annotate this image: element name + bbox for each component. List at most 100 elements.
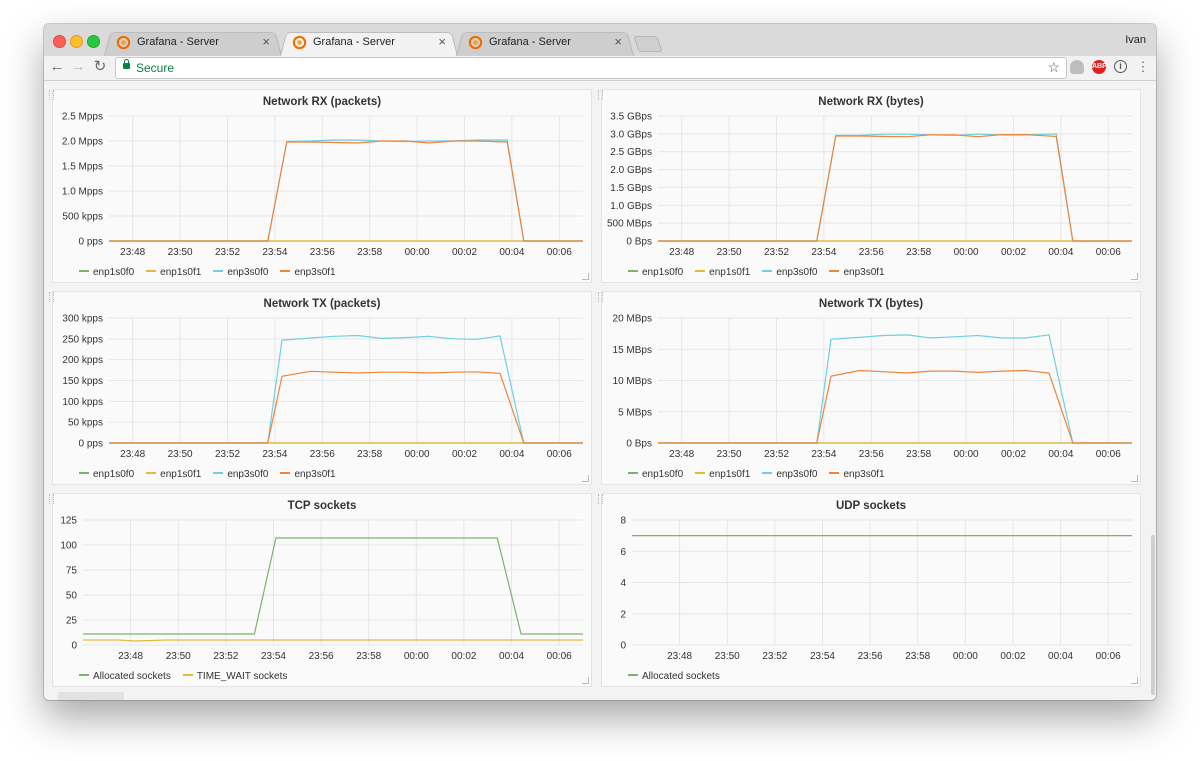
window-zoom-button[interactable] [87,35,100,48]
legend-item-enp1s0f0[interactable]: enp1s0f0 [79,267,134,278]
x-tick-label: 23:52 [215,449,240,460]
legend-swatch [146,270,157,273]
drag-handle-icon[interactable] [598,494,603,504]
legend-label: enp3s0f1 [843,469,885,480]
y-tick-label: 125 [60,516,77,527]
legend-item-enp3s0f1[interactable]: enp3s0f1 [280,469,336,480]
star-icon[interactable]: ☆ [1047,59,1060,75]
drag-handle-icon[interactable] [49,494,54,504]
legend-item-enp1s0f1[interactable]: enp1s0f1 [695,469,750,480]
window-minimize-button[interactable] [70,35,83,48]
y-tick-label: 1.0 Mpps [62,187,103,198]
drag-handle-icon[interactable] [49,292,54,302]
close-tab-icon[interactable]: × [438,34,446,49]
legend-item-enp3s0f0[interactable]: enp3s0f0 [213,469,268,480]
legend-item-enp3s0f1[interactable]: enp3s0f1 [829,267,885,278]
resize-handle-icon[interactable] [1131,677,1138,684]
y-tick-label: 0 pps [79,439,103,450]
new-tab-button[interactable] [633,36,663,52]
panel-title[interactable]: Network TX (bytes) [818,298,924,310]
legend-item-enp3s0f0[interactable]: enp3s0f0 [762,267,817,278]
x-tick-label: 00:04 [499,449,524,460]
resize-handle-icon[interactable] [582,475,589,482]
chart-svg: 0 pps 500 kpps 1.0 Mpps 1.5 Mpps 2.0 Mpps 2.5… [62,112,583,258]
resize-handle-icon[interactable] [1131,475,1138,482]
panel-title[interactable]: TCP sockets [287,500,357,512]
x-tick-label: 23:58 [906,247,931,258]
window-close-button[interactable] [53,35,66,48]
page-scrollbar[interactable] [1151,535,1155,695]
legend-swatch [213,472,224,475]
x-tick-label: 23:52 [764,247,789,258]
legend-item-allocated-sockets[interactable]: Allocated sockets [628,671,720,682]
browser-tab-2[interactable]: Grafana - Server × [280,30,458,56]
browser-tab-3[interactable]: Grafana - Server × [456,30,634,56]
panel-title[interactable]: Network RX (packets) [262,96,382,108]
resize-handle-icon[interactable] [582,273,589,280]
y-tick-label: 500 kpps [62,212,103,223]
adblock-icon[interactable]: ABP [1092,60,1107,74]
drag-handle-icon[interactable] [49,90,54,100]
close-tab-icon[interactable]: × [614,34,622,49]
chart-legend: enp1s0f0 enp1s0f1 enp3s0f0 enp3s0f1 [79,469,348,480]
x-tick-label: 00:02 [1000,651,1025,662]
panel-title[interactable]: Network TX (packets) [263,298,381,310]
drag-handle-icon[interactable] [598,90,603,100]
legend-label: enp1s0f0 [93,267,135,278]
resize-handle-icon[interactable] [582,677,589,684]
legend-swatch [280,472,291,475]
y-tick-label: 0 [71,641,77,652]
back-arrow-icon[interactable]: ← [49,58,65,75]
x-tick-label: 00:02 [452,247,477,258]
browser-tab-1[interactable]: Grafana - Server × [104,30,282,56]
cloud-extension-icon[interactable] [1070,60,1084,74]
x-tick-label: 00:06 [547,247,572,258]
forward-arrow-icon[interactable]: → [70,58,86,75]
profile-name[interactable]: Ivan [1125,34,1146,46]
x-tick-label: 23:58 [356,651,381,662]
legend-swatch [280,270,291,273]
y-tick-label: 300 kpps [62,314,103,325]
x-tick-label: 23:50 [717,247,742,258]
address-bar[interactable]: Secure ☆ [115,57,1067,79]
close-tab-icon[interactable]: × [262,34,270,49]
info-icon[interactable]: i [1114,60,1127,73]
legend-item-enp1s0f0[interactable]: enp1s0f0 [628,469,683,480]
row-collapse-hint[interactable] [58,692,124,700]
legend-swatch [695,472,706,475]
x-tick-label: 23:56 [310,247,335,258]
x-tick-label: 00:00 [405,247,430,258]
reload-icon[interactable]: ↻ [93,58,107,75]
legend-label: enp1s0f0 [642,469,684,480]
legend-item-enp3s0f0[interactable]: enp3s0f0 [762,469,817,480]
legend-item-enp3s0f1[interactable]: enp3s0f1 [280,267,336,278]
x-tick-label: 23:58 [357,449,382,460]
legend-item-enp1s0f1[interactable]: enp1s0f1 [146,267,201,278]
legend-swatch [628,674,638,677]
x-tick-label: 23:48 [120,247,145,258]
y-tick-label: 1.0 GBps [610,201,652,212]
legend-item-time-wait-sockets[interactable]: TIME_WAIT sockets [182,671,287,682]
y-tick-label: 50 kpps [68,418,103,429]
legend-item-allocated-sockets[interactable]: Allocated sockets [79,671,171,682]
panel-title[interactable]: Network RX (bytes) [818,96,924,108]
resize-handle-icon[interactable] [1131,273,1138,280]
x-tick-label: 23:54 [811,449,836,460]
panel-title[interactable]: UDP sockets [835,500,907,512]
legend-label: enp3s0f1 [843,267,885,278]
legend-item-enp1s0f1[interactable]: enp1s0f1 [695,267,750,278]
menu-icon[interactable]: ⋮ [1136,59,1150,74]
chart-svg: 0 25 50 75 100 125 23:48 23:50 23:52 23:54 23:56 23… [60,516,583,662]
legend-label: enp3s0f0 [227,267,269,278]
x-tick-label: 23:56 [858,651,883,662]
y-tick-label: 50 [66,591,78,602]
legend-swatch [695,270,706,273]
legend-item-enp1s0f0[interactable]: enp1s0f0 [628,267,683,278]
y-tick-label: 5 MBps [618,407,652,418]
drag-handle-icon[interactable] [598,292,603,302]
legend-item-enp1s0f0[interactable]: enp1s0f0 [79,469,134,480]
legend-item-enp3s0f0[interactable]: enp3s0f0 [213,267,268,278]
legend-item-enp1s0f1[interactable]: enp1s0f1 [146,469,201,480]
legend-item-enp3s0f1[interactable]: enp3s0f1 [829,469,885,480]
y-tick-label: 20 MBps [613,314,652,325]
